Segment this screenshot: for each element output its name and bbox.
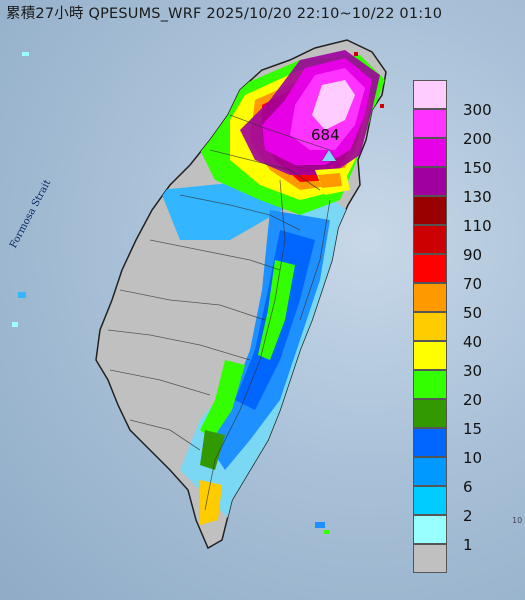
legend-swatch xyxy=(413,196,447,225)
legend-label: 20 xyxy=(463,391,483,409)
boundary-lines xyxy=(107,114,331,511)
legend-swatch xyxy=(413,225,447,254)
legend-swatch xyxy=(413,457,447,486)
legend-label: 50 xyxy=(463,304,483,322)
legend-swatch xyxy=(413,544,447,573)
legend-swatch xyxy=(413,341,447,370)
legend-swatch xyxy=(413,370,447,399)
legend-label: 90 xyxy=(463,246,483,264)
rainfall-fill xyxy=(150,50,385,525)
legend-label: 300 xyxy=(463,101,492,119)
peak-value-label: 684 xyxy=(311,126,340,144)
legend-swatch xyxy=(413,80,447,109)
legend-swatch xyxy=(413,167,447,196)
legend-swatch xyxy=(413,428,447,457)
legend-swatch xyxy=(413,254,447,283)
legend-label: 2 xyxy=(463,507,473,525)
legend-label: 1 xyxy=(463,536,473,554)
legend-swatch xyxy=(413,283,447,312)
legend-swatch xyxy=(413,486,447,515)
legend-swatch xyxy=(413,399,447,428)
legend-label: 70 xyxy=(463,275,483,293)
offshore-cells xyxy=(12,52,384,534)
legend-label: 40 xyxy=(463,333,483,351)
legend-swatch xyxy=(413,138,447,167)
legend-label: 6 xyxy=(463,478,473,496)
legend-label: 10 xyxy=(463,449,483,467)
legend-label: 130 xyxy=(463,188,492,206)
edge-label: 10 xyxy=(512,516,523,525)
legend-label: 110 xyxy=(463,217,492,235)
legend-label: 15 xyxy=(463,420,483,438)
legend-label: 200 xyxy=(463,130,492,148)
legend-swatch xyxy=(413,109,447,138)
legend-swatch xyxy=(413,312,447,341)
peak-marker-icon xyxy=(322,150,336,161)
legend-label: 150 xyxy=(463,159,492,177)
map-title: 累積27小時 QPESUMS_WRF 2025/10/20 22:10~10/2… xyxy=(6,6,443,22)
legend-swatch xyxy=(413,515,447,544)
legend-label: 30 xyxy=(463,362,483,380)
